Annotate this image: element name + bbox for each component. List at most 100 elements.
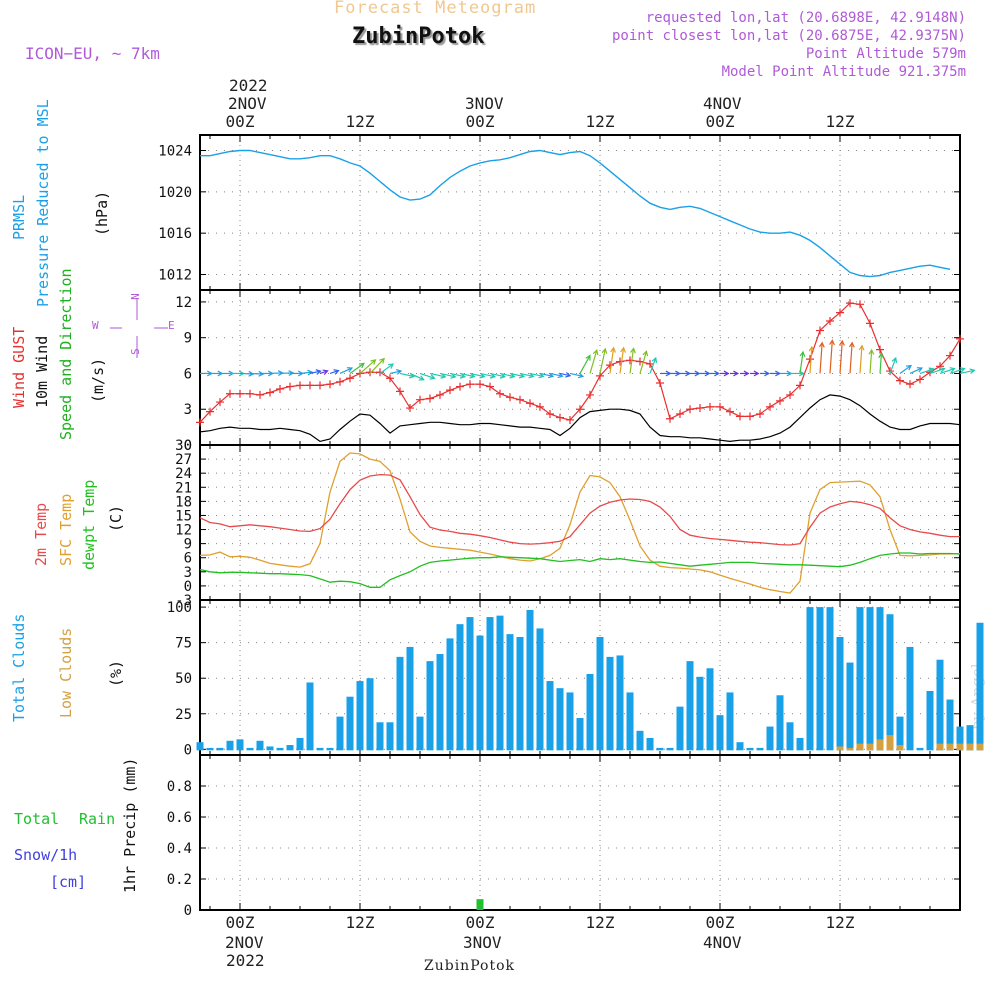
wind-arrow — [819, 342, 823, 374]
total-cloud-bar — [306, 682, 314, 751]
gust-marker — [716, 402, 724, 411]
total-cloud-bar — [626, 692, 634, 751]
bottom-time-tick-label: 12Z — [826, 913, 855, 932]
wind-arrow-head — [818, 341, 825, 348]
wind-arrow — [649, 357, 657, 374]
low-cloud-bar — [886, 735, 894, 751]
total-cloud-bar — [566, 692, 574, 751]
requested-coords: requested lon,lat (20.6898E, 42.9148N) — [645, 10, 966, 26]
gust-marker — [836, 308, 844, 317]
total-cloud-bar — [716, 715, 724, 751]
wind-arrow-head — [322, 369, 329, 375]
y-tick-label: 18 — [175, 494, 192, 510]
total-cloud-bar — [236, 739, 244, 751]
gust-marker — [786, 390, 794, 399]
wind-arrow — [309, 370, 321, 375]
total-cloud-bar — [356, 681, 364, 751]
y-tick-label: 0 — [184, 438, 192, 454]
wind-arrow — [899, 365, 912, 374]
gust-marker — [246, 389, 254, 398]
gust-marker — [796, 381, 804, 390]
wind-arrow-head — [723, 370, 730, 377]
wind-arrow-head — [799, 350, 806, 357]
low-cloud-bar — [956, 743, 964, 751]
gust-marker — [216, 398, 224, 407]
gust-marker — [656, 379, 664, 387]
y-tick-label: 12 — [175, 295, 192, 311]
total-cloud-bar — [386, 722, 394, 751]
gust-marker — [846, 299, 854, 308]
wind-arrow-head — [868, 348, 875, 355]
total-cloud-bar — [256, 740, 264, 751]
total-cloud-bar — [906, 646, 914, 751]
gust-marker — [506, 393, 514, 402]
wind-arrow-head — [565, 371, 572, 378]
wind-arrow — [859, 345, 863, 374]
bottom-date-4nov: 4NOV — [703, 933, 742, 952]
gust-marker — [636, 357, 644, 366]
total-cloud-bar — [896, 716, 904, 751]
total-cloud-bar — [786, 722, 794, 751]
wind-arrow-head — [753, 370, 760, 377]
y-tick-label: 50 — [175, 671, 192, 687]
compass-lines — [110, 298, 168, 358]
wind-arrow-head — [630, 347, 636, 354]
total-cloud-bar — [606, 656, 614, 751]
bottom-location: ZubinPotok — [424, 958, 516, 974]
low-cloud-bar — [876, 739, 884, 751]
gust-marker — [666, 414, 674, 423]
panel-precip: 0 0.2 0.4 0.6 0.8 — [167, 754, 961, 919]
rain-bar — [476, 899, 484, 910]
y-tick-label: 0 — [184, 579, 192, 595]
y-tick-label: 27 — [175, 452, 192, 468]
y-tick-label: 0.8 — [167, 779, 192, 795]
gust-marker — [556, 413, 564, 422]
gust-marker — [736, 412, 744, 421]
wind-arrow-head — [358, 362, 365, 369]
gust-marker — [346, 374, 354, 383]
total-cloud-bar — [486, 617, 494, 751]
wind-arrow-head — [601, 347, 608, 354]
gust-marker — [856, 300, 864, 309]
low-cloud-bar — [856, 743, 864, 751]
wind-arrow — [579, 355, 591, 374]
bottom-time-tick-label: 00Z — [466, 913, 495, 932]
total-cloud-bar — [976, 622, 984, 751]
sfc-temp-line — [199, 452, 961, 594]
panel-pressure: 1012 1016 1020 1024 — [158, 134, 961, 291]
gust-marker — [486, 382, 494, 391]
top-time-tick-label: 00Z — [706, 112, 735, 131]
wind-arrow-head — [878, 352, 885, 359]
product-title: Forecast Meteogram — [334, 0, 537, 18]
total-cloud-bar — [646, 737, 654, 751]
wind-arrow-head — [939, 367, 946, 373]
gust-marker — [546, 410, 554, 418]
total-cloud-bar — [336, 716, 344, 751]
total-cloud-bar — [246, 747, 254, 751]
top-date-3nov: 3NOV — [465, 94, 504, 113]
wind-arrow-head — [592, 348, 599, 356]
wind-arrow — [829, 340, 833, 374]
gust-marker — [806, 355, 814, 364]
total-cloud-bar — [686, 661, 694, 751]
wind-arrow-head — [585, 354, 591, 361]
wind-arrow — [559, 372, 571, 377]
wind-arrow — [389, 370, 402, 375]
top-time-tick-label: 00Z — [466, 112, 495, 131]
gust-marker — [706, 402, 714, 411]
gust-marker — [526, 399, 534, 408]
wind-arrow — [449, 372, 465, 378]
wind-arrow — [849, 342, 853, 374]
gust-marker — [336, 377, 344, 386]
total-cloud-bar — [776, 695, 784, 751]
total-cloud-bar — [796, 737, 804, 751]
location-title: ZubinPotok — [352, 24, 485, 49]
gust-marker — [266, 388, 274, 397]
wind-arrow-head — [928, 367, 935, 373]
wind-arrow — [909, 367, 923, 375]
total-cloud-bar — [556, 688, 564, 751]
wind-arrow — [519, 372, 534, 377]
gust-marker — [686, 405, 694, 414]
total-cloud-bar — [636, 730, 644, 751]
